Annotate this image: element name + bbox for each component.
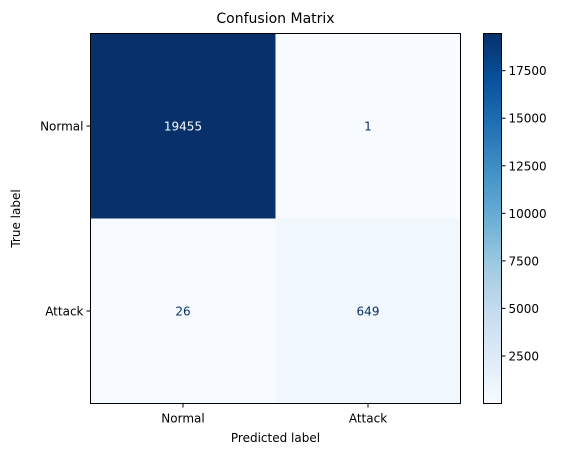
heatmap-cell [90, 218, 276, 404]
y-tick-label: Attack [45, 305, 83, 319]
plot-frame [90, 33, 461, 404]
colorbar-tick-label: 17500 [509, 64, 547, 78]
heatmap-cell [275, 33, 461, 219]
colorbar-tick-label: 2500 [509, 349, 540, 363]
heatmap-cell [275, 218, 461, 404]
heatmap-cells [90, 33, 461, 404]
heatmap-cell-labels: 19455 1 26 649 [164, 120, 380, 319]
colorbar-tick-label: 12500 [509, 159, 547, 173]
y-axis-ticks: Normal Attack [40, 120, 91, 319]
cell-value-label: 19455 [164, 120, 202, 134]
colorbar-tick-label: 15000 [509, 112, 547, 126]
x-axis-ticks: Normal Attack [161, 403, 387, 426]
x-axis-label: Predicted label [231, 431, 320, 445]
colorbar-ticks: 2500 5000 7500 10000 12500 15000 17500 [501, 64, 547, 363]
y-tick-label: Normal [40, 120, 83, 134]
colorbar [483, 33, 502, 404]
cell-value-label: 649 [357, 305, 380, 319]
chart-title: Confusion Matrix [216, 11, 334, 27]
x-tick-label: Attack [349, 412, 387, 426]
colorbar-tick-label: 7500 [509, 254, 540, 268]
cell-value-label: 1 [364, 120, 372, 134]
colorbar-tick-label: 10000 [509, 207, 547, 221]
heatmap-cell [90, 33, 276, 219]
colorbar-tick-label: 5000 [509, 302, 540, 316]
cell-value-label: 26 [175, 305, 190, 319]
y-axis-label: True label [9, 189, 23, 248]
x-tick-label: Normal [161, 412, 204, 426]
